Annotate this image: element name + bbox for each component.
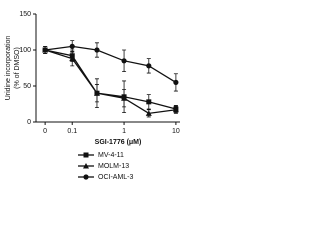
series-line bbox=[44, 49, 177, 110]
data-point bbox=[69, 43, 75, 50]
x-tick-label: 0 bbox=[43, 128, 47, 135]
data-point bbox=[172, 106, 179, 113]
y-axis-label: Uridine incorporation bbox=[5, 36, 12, 101]
legend-label: MOLM-13 bbox=[98, 163, 129, 170]
data-point bbox=[121, 95, 128, 101]
series-line bbox=[45, 45, 177, 83]
legend-label: MV-4-11 bbox=[98, 152, 124, 159]
series-line bbox=[44, 49, 176, 115]
legend-marker bbox=[83, 163, 89, 169]
x-tick-label: 10 bbox=[172, 128, 180, 135]
y-tick-label: 50 bbox=[23, 83, 31, 90]
data-point bbox=[121, 58, 127, 64]
data-point bbox=[145, 110, 152, 116]
data-point bbox=[94, 47, 100, 53]
chart: Uridine incorporation (% of DMSO) SGI-17… bbox=[5, 11, 180, 181]
data-point bbox=[146, 99, 152, 105]
legend-marker bbox=[83, 174, 89, 180]
y-tick-label: 150 bbox=[19, 11, 31, 18]
x-tick-label: 0.1 bbox=[67, 128, 77, 135]
data-point bbox=[69, 55, 76, 62]
x-tick-label: 1 bbox=[122, 128, 126, 135]
y-axis-label: (% of DMSO) bbox=[14, 47, 21, 89]
data-point bbox=[93, 90, 100, 96]
data-point bbox=[146, 63, 152, 69]
x-axis-label: SGI-1776 (μM) bbox=[95, 139, 142, 146]
legend-label: OCI-AML-3 bbox=[98, 174, 134, 181]
legend-marker bbox=[83, 152, 89, 158]
data-point bbox=[173, 79, 179, 85]
y-tick-label: 0 bbox=[27, 119, 31, 126]
y-tick-label: 100 bbox=[19, 47, 31, 54]
data-point bbox=[42, 47, 48, 53]
